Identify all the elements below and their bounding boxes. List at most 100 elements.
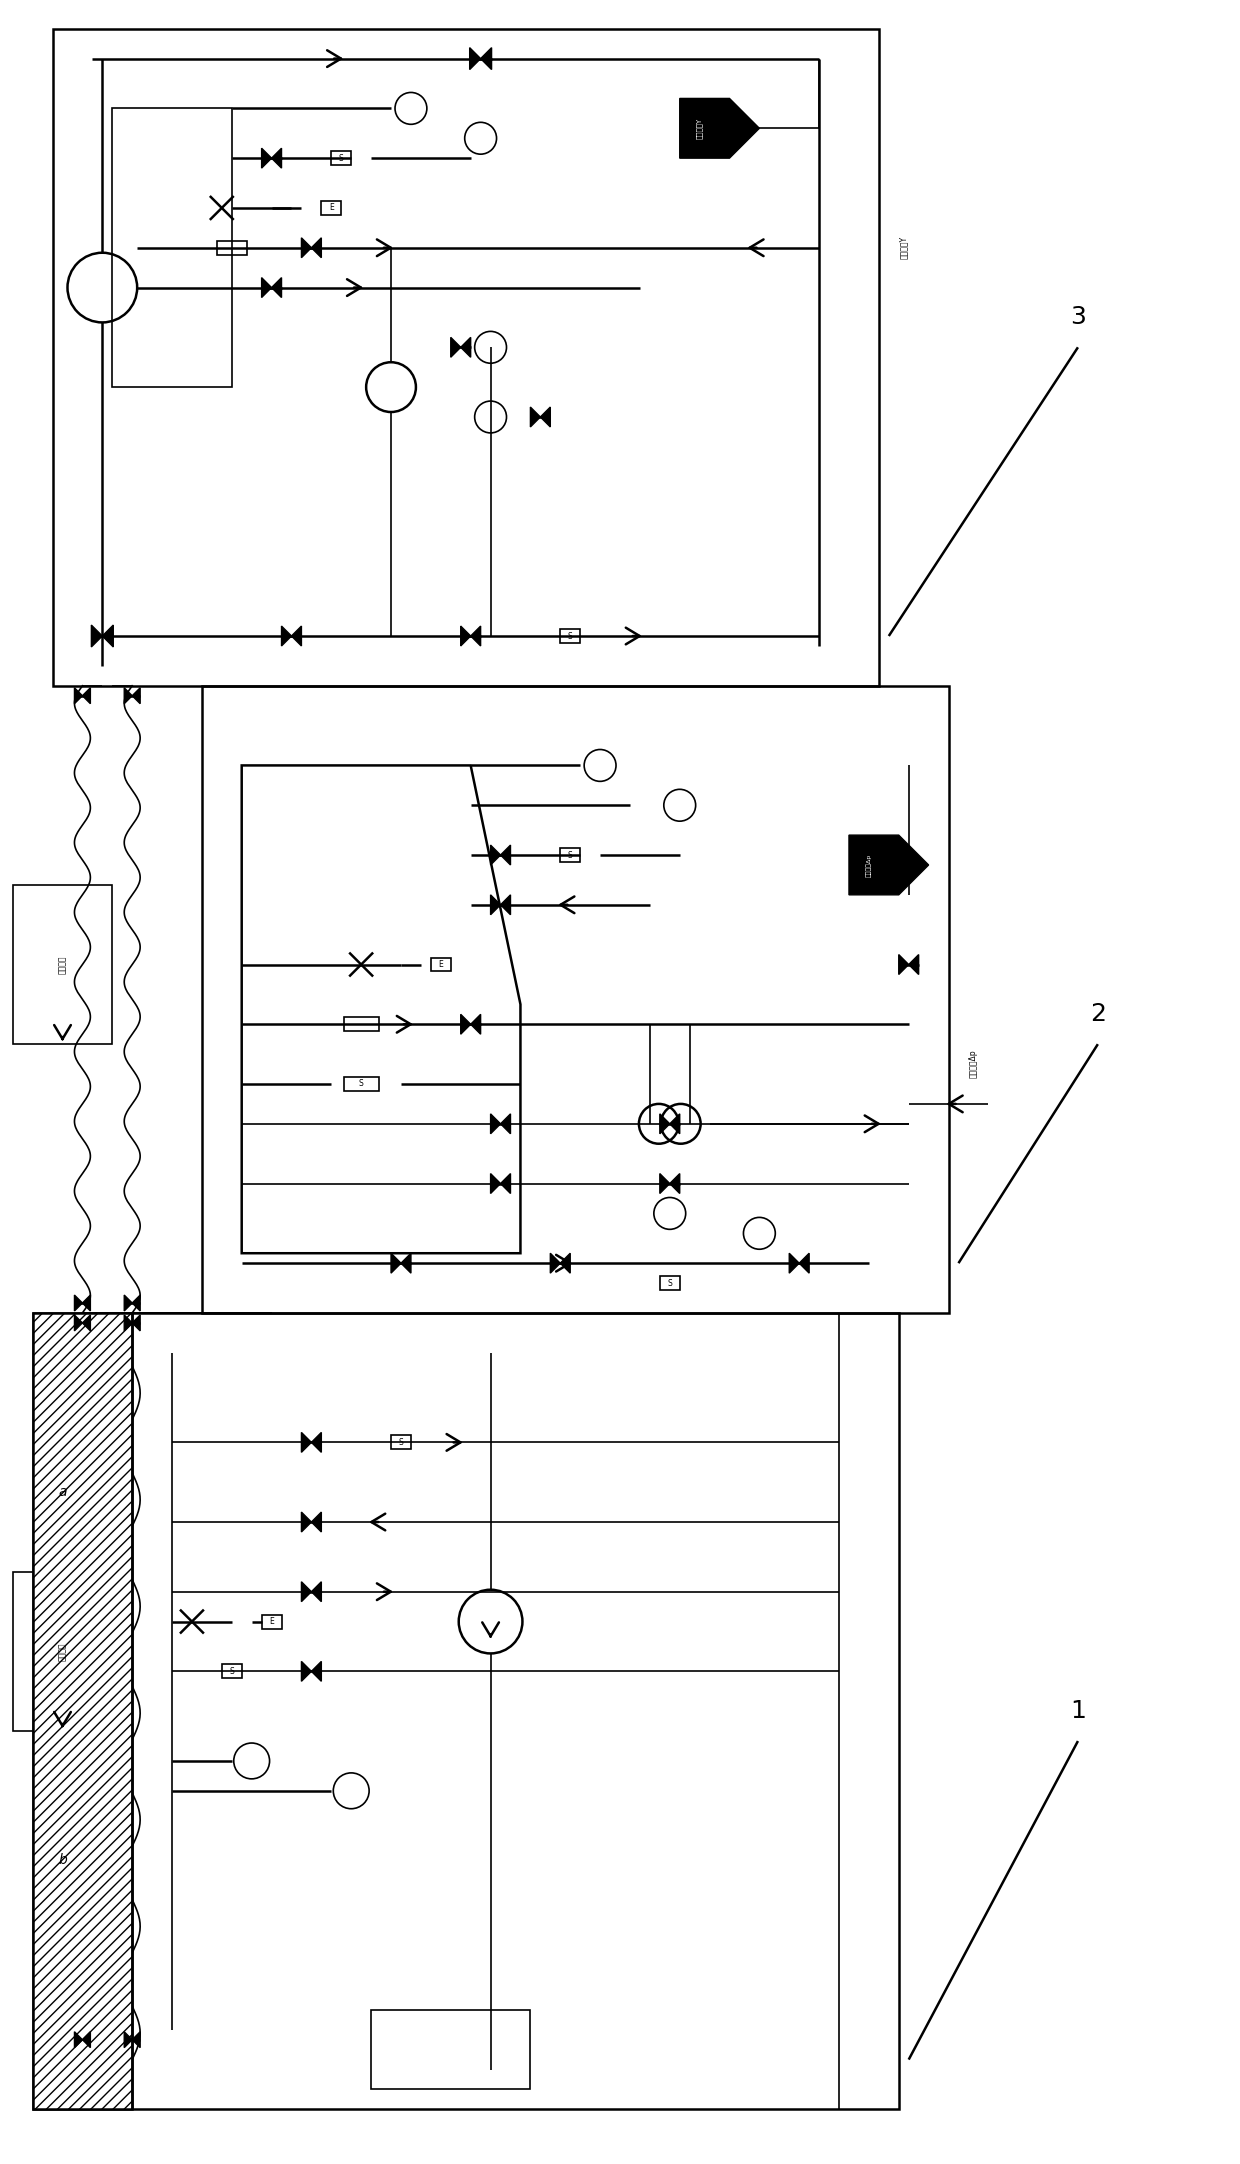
Text: b: b	[58, 1855, 67, 1868]
Polygon shape	[311, 238, 321, 258]
Polygon shape	[74, 688, 82, 703]
Bar	[343, 1078, 378, 1091]
Polygon shape	[481, 48, 491, 69]
Bar	[52, 28, 879, 686]
Text: E: E	[439, 961, 443, 969]
Polygon shape	[670, 1114, 680, 1134]
Polygon shape	[660, 1173, 670, 1195]
Bar	[321, 201, 341, 214]
Bar	[343, 1017, 378, 1032]
Bar	[12, 885, 113, 1045]
Text: 树脂输入Δp: 树脂输入Δp	[866, 853, 872, 876]
Polygon shape	[82, 1294, 91, 1311]
Polygon shape	[491, 846, 501, 866]
Polygon shape	[124, 688, 133, 703]
Text: S: S	[339, 154, 343, 162]
Polygon shape	[461, 338, 471, 357]
Polygon shape	[74, 1316, 82, 1331]
Bar	[430, 956, 451, 972]
Polygon shape	[491, 1173, 501, 1195]
Polygon shape	[491, 896, 501, 915]
Polygon shape	[124, 1294, 133, 1311]
Polygon shape	[301, 238, 311, 258]
Polygon shape	[291, 625, 301, 647]
Polygon shape	[311, 1582, 321, 1601]
Polygon shape	[82, 688, 91, 703]
Polygon shape	[391, 1253, 401, 1272]
Bar	[371, 2010, 531, 2090]
Text: E: E	[269, 1617, 274, 1625]
Text: S: S	[398, 1437, 403, 1448]
Bar	[560, 848, 580, 861]
Polygon shape	[551, 1253, 560, 1272]
Polygon shape	[789, 1253, 800, 1272]
Text: S: S	[667, 1279, 672, 1288]
Polygon shape	[401, 1253, 410, 1272]
Text: 树脂输入Y: 树脂输入Y	[697, 117, 703, 138]
Polygon shape	[491, 1114, 501, 1134]
Polygon shape	[461, 1015, 471, 1034]
Bar	[113, 108, 232, 387]
Polygon shape	[133, 1294, 140, 1311]
Polygon shape	[281, 625, 291, 647]
Polygon shape	[301, 1662, 311, 1681]
Polygon shape	[660, 1114, 670, 1134]
Polygon shape	[909, 954, 919, 974]
Bar	[331, 151, 351, 164]
Polygon shape	[311, 1513, 321, 1532]
Text: 2: 2	[1090, 1002, 1106, 1026]
Polygon shape	[74, 1294, 82, 1311]
Polygon shape	[800, 1253, 810, 1272]
Polygon shape	[272, 277, 281, 296]
Polygon shape	[680, 97, 759, 158]
Polygon shape	[501, 846, 511, 866]
Text: S: S	[568, 632, 573, 641]
Polygon shape	[311, 1662, 321, 1681]
Polygon shape	[133, 1316, 140, 1331]
Polygon shape	[461, 625, 471, 647]
Polygon shape	[451, 338, 461, 357]
Polygon shape	[501, 1173, 511, 1195]
Bar	[660, 1277, 680, 1290]
Bar	[12, 1571, 113, 1731]
Polygon shape	[501, 1114, 511, 1134]
Polygon shape	[470, 48, 481, 69]
Polygon shape	[262, 277, 272, 296]
Polygon shape	[124, 1316, 133, 1331]
Polygon shape	[471, 625, 481, 647]
Polygon shape	[531, 407, 541, 426]
Polygon shape	[670, 1173, 680, 1195]
Text: S: S	[568, 850, 573, 859]
Bar	[202, 686, 949, 1314]
Polygon shape	[311, 1433, 321, 1452]
Text: 树脂输入Δp: 树脂输入Δp	[968, 1050, 977, 1078]
Polygon shape	[103, 625, 113, 647]
Polygon shape	[92, 625, 103, 647]
Bar	[32, 1314, 899, 2110]
Bar	[560, 630, 580, 643]
Text: 练备水泵: 练备水泵	[58, 954, 67, 974]
Text: S: S	[358, 1080, 363, 1088]
Text: 3: 3	[1070, 305, 1086, 329]
Polygon shape	[301, 1433, 311, 1452]
Text: E: E	[329, 203, 334, 212]
Text: S: S	[229, 1666, 234, 1675]
Text: 1: 1	[1070, 1699, 1086, 1723]
Bar	[222, 1664, 242, 1679]
Polygon shape	[82, 1316, 91, 1331]
Text: 练备水泵: 练备水泵	[58, 1642, 67, 1660]
Polygon shape	[272, 147, 281, 169]
Polygon shape	[501, 896, 511, 915]
Polygon shape	[560, 1253, 570, 1272]
Bar	[217, 240, 247, 255]
Polygon shape	[262, 147, 272, 169]
Polygon shape	[301, 1582, 311, 1601]
Polygon shape	[133, 688, 140, 703]
Bar	[32, 1314, 133, 2110]
Polygon shape	[899, 954, 909, 974]
Text: 树脂输入Y: 树脂输入Y	[899, 236, 908, 260]
Text: a: a	[58, 1485, 67, 1500]
Polygon shape	[133, 2032, 140, 2047]
Polygon shape	[301, 1513, 311, 1532]
Polygon shape	[82, 2032, 91, 2047]
